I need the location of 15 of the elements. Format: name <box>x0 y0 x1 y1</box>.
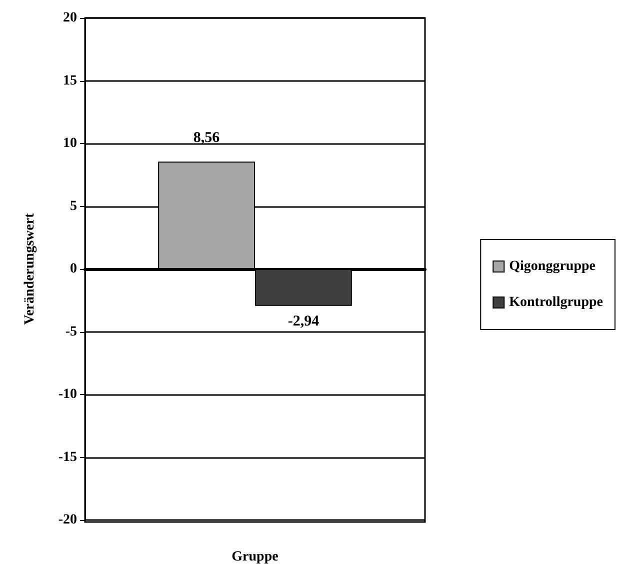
x-axis-title: Gruppe <box>232 550 278 564</box>
y-tick-label: -10 <box>58 387 77 402</box>
y-tick-label: -15 <box>58 450 77 465</box>
y-tick-label: 10 <box>63 136 77 151</box>
y-tick-label: 15 <box>63 73 77 88</box>
data-label: 8,56 <box>193 130 220 146</box>
y-tick-label: 5 <box>70 198 77 214</box>
y-tick-label: 0 <box>70 262 77 276</box>
legend-label: Qigonggruppe <box>509 259 596 274</box>
y-axis-title: Veränderungswert <box>22 212 38 325</box>
data-label: -2,94 <box>288 313 320 330</box>
y-tick-label: -5 <box>65 324 77 340</box>
legend-label: Kontrollgruppe <box>509 295 604 310</box>
y-tick-label: 20 <box>63 10 77 26</box>
y-tick-label: -20 <box>58 512 77 528</box>
